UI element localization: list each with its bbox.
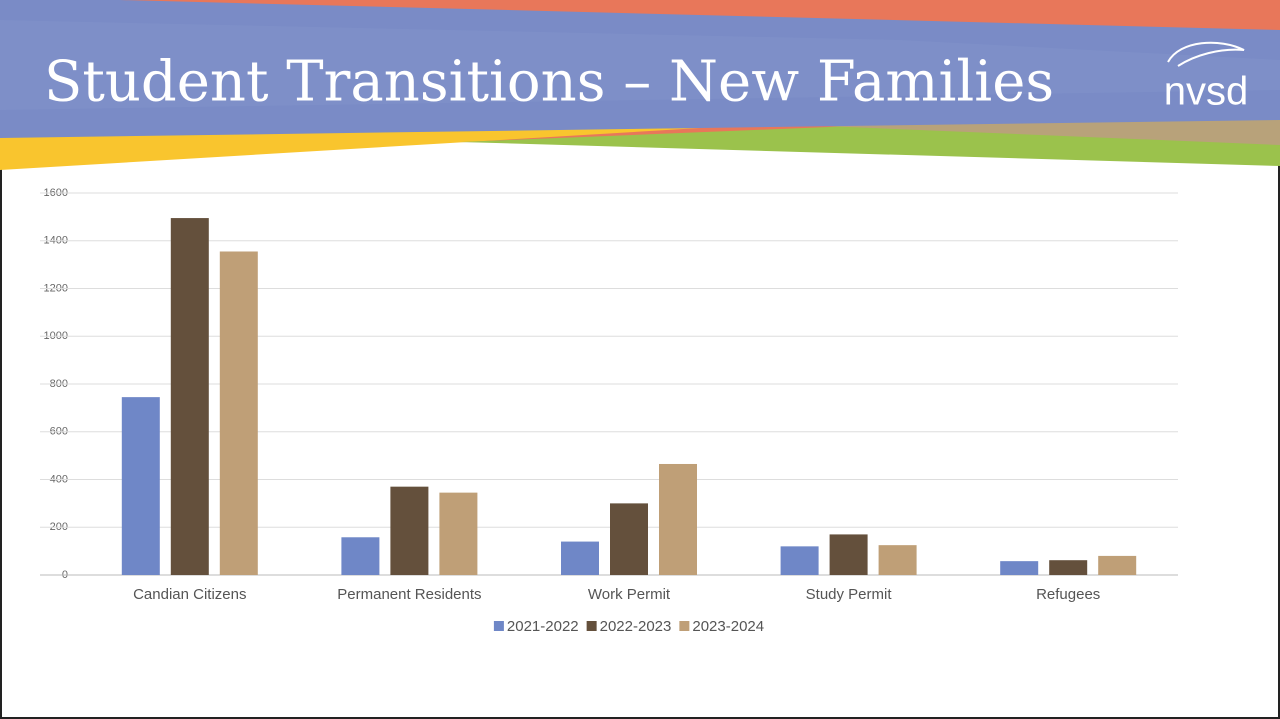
bar <box>780 546 819 575</box>
x-tick-label: Permanent Residents <box>337 586 481 603</box>
logo-leaf <box>1167 41 1245 67</box>
legend-label: 2022-2023 <box>600 618 672 635</box>
x-tick-label: Candian Citizens <box>133 586 246 603</box>
bar <box>219 251 258 575</box>
bar <box>878 545 917 575</box>
logo: nvsd <box>1164 70 1249 114</box>
legend-swatch <box>493 621 504 631</box>
bar <box>1098 555 1137 575</box>
bar <box>829 534 868 575</box>
bar <box>341 537 380 575</box>
banner-yellow <box>0 128 700 170</box>
bar <box>610 503 648 575</box>
banner-blue-light <box>0 20 1280 110</box>
bar <box>121 397 160 575</box>
bar <box>439 492 478 575</box>
bar <box>1049 560 1088 575</box>
slide-title: Student Transitions – New Families <box>44 50 1054 115</box>
bar <box>659 463 697 575</box>
legend-swatch <box>679 621 690 631</box>
x-tick-label: Work Permit <box>588 586 671 603</box>
bar <box>390 486 429 575</box>
bar <box>170 218 209 575</box>
bar <box>1000 561 1039 575</box>
legend-label: 2021-2022 <box>507 618 579 635</box>
legend-label: 2023-2024 <box>692 618 764 635</box>
x-tick-label: Study Permit <box>806 586 893 603</box>
bar <box>561 541 599 575</box>
legend-swatch <box>586 621 597 631</box>
x-tick-label: Refugees <box>1036 586 1100 603</box>
